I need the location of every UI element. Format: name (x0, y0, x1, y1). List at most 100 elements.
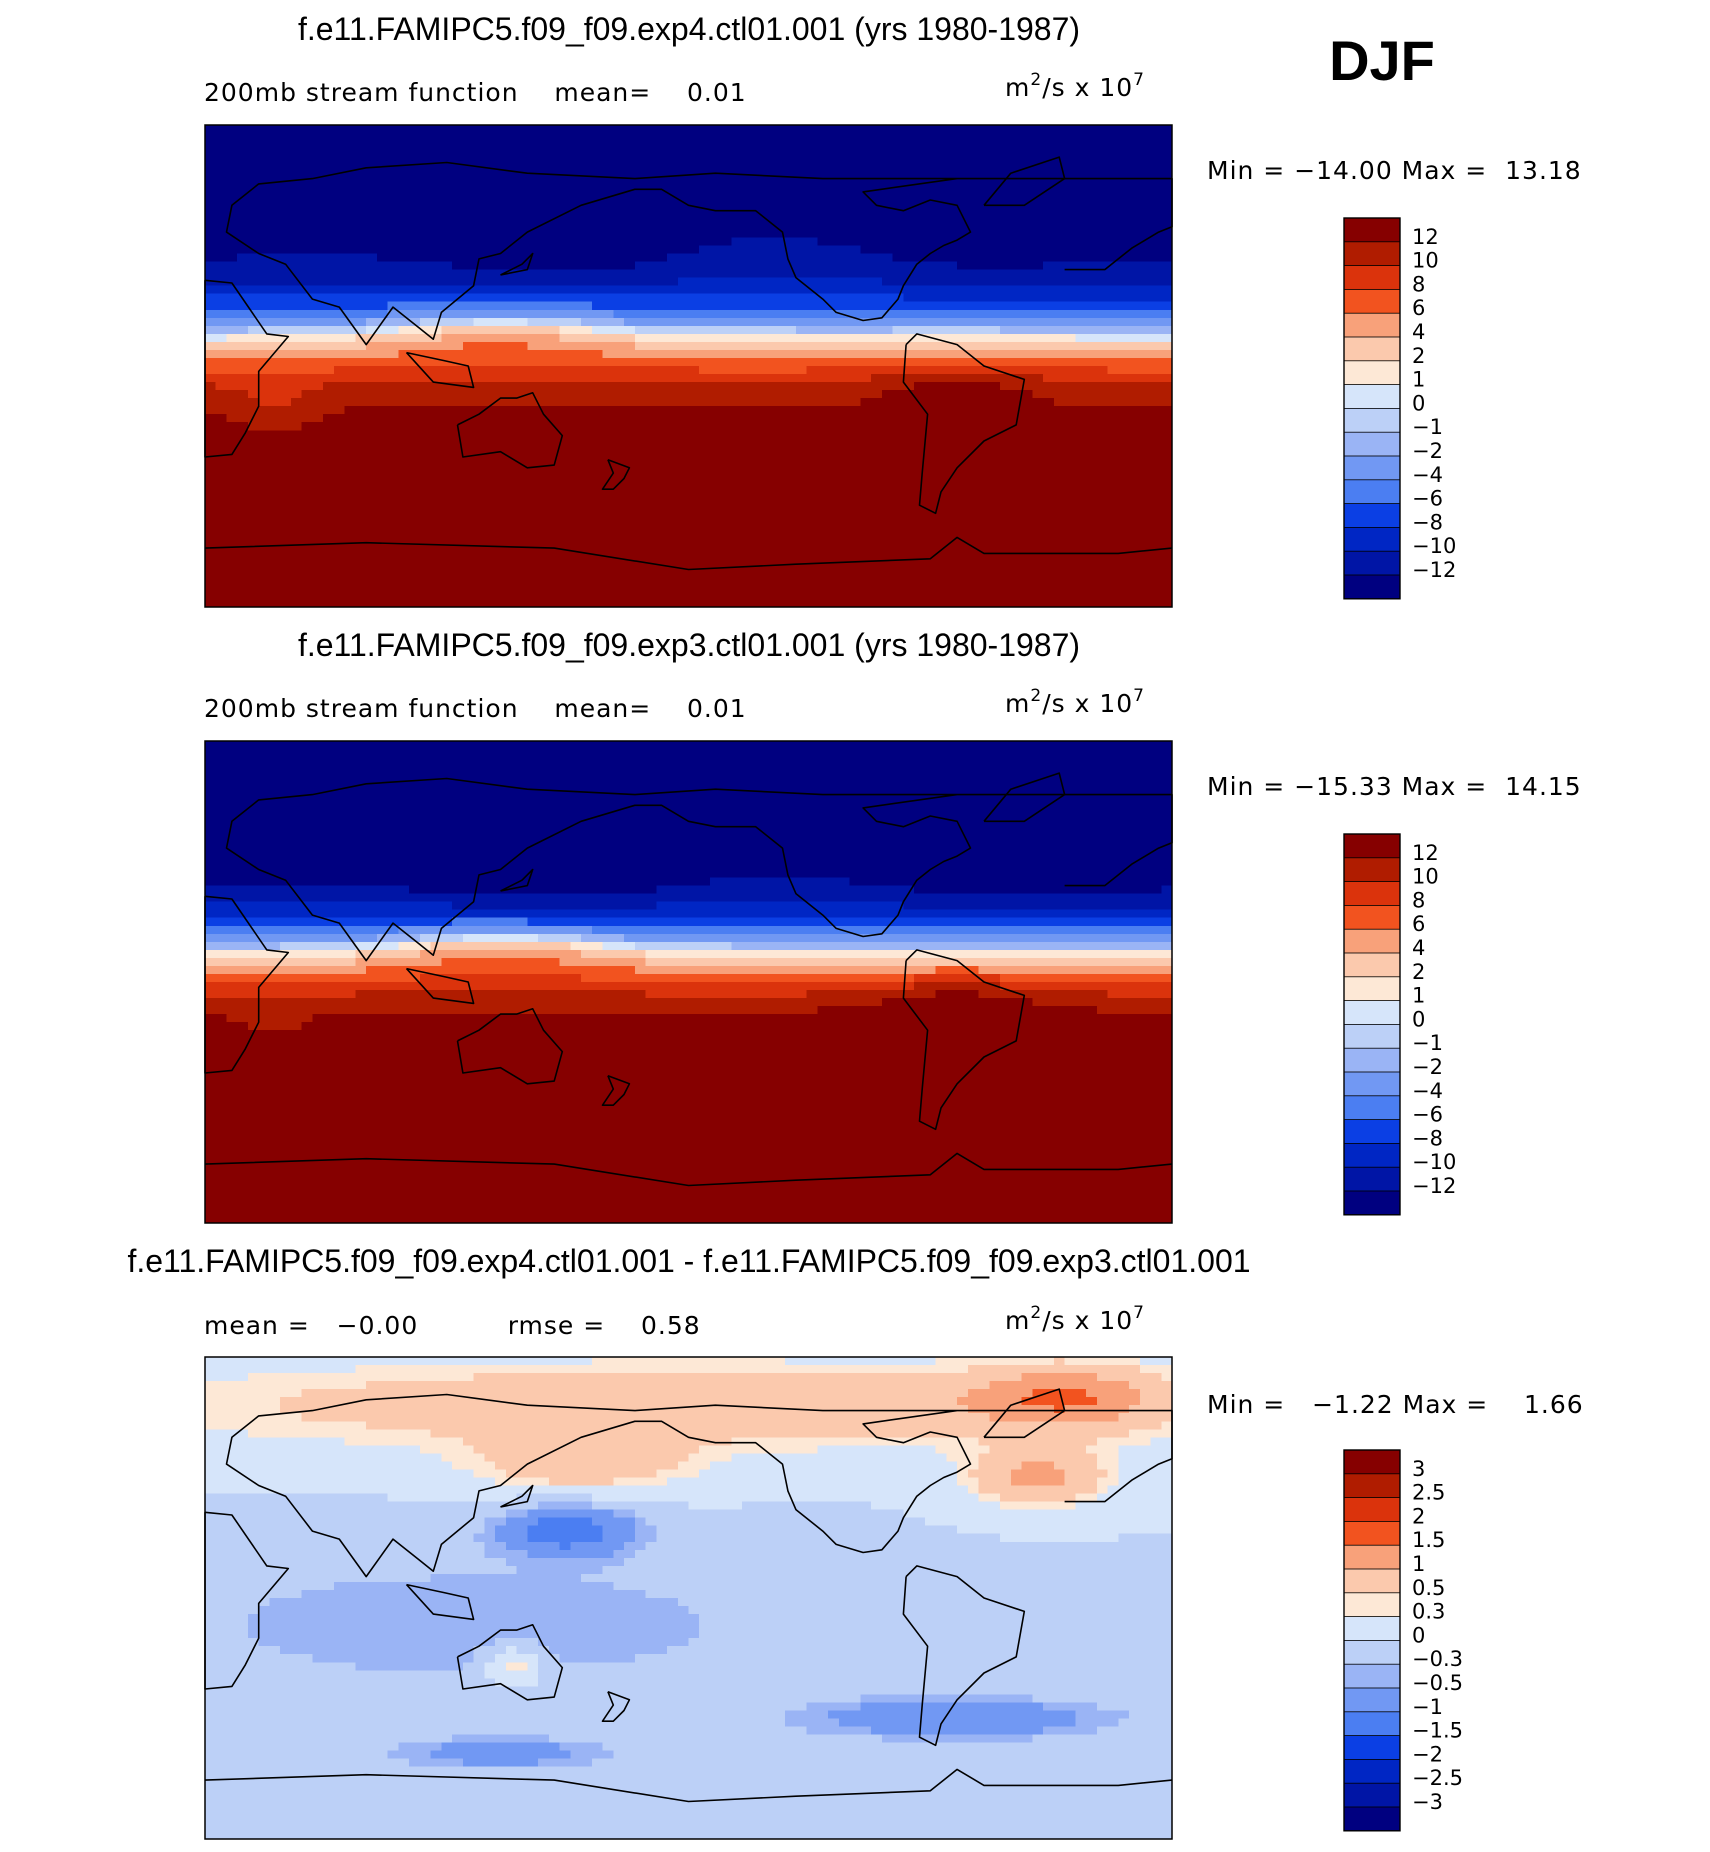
field-cell (613, 366, 625, 375)
field-cell (1150, 141, 1162, 150)
field-cell (516, 446, 528, 455)
field-cell (591, 478, 604, 488)
field-cell (1032, 510, 1044, 520)
field-cell (591, 542, 604, 552)
field-cell (1000, 125, 1012, 134)
field-cell (774, 197, 786, 206)
field-cell (752, 157, 765, 166)
field-cell (742, 534, 754, 544)
field-cell (387, 390, 399, 399)
field-cell (226, 494, 238, 504)
field-cell (957, 558, 969, 568)
field-cell (290, 382, 303, 391)
field-cell (484, 261, 496, 271)
field-cell (602, 205, 614, 214)
field-cell (495, 149, 507, 158)
field-cell (473, 125, 485, 134)
field-cell (752, 197, 765, 206)
field-cell (591, 325, 604, 335)
field-cell (871, 125, 883, 134)
field-cell (559, 173, 571, 182)
field-cell (667, 205, 679, 214)
field-cell (333, 550, 346, 560)
field-cell (366, 566, 378, 576)
field-cell (1107, 245, 1119, 255)
field-cell (548, 189, 561, 198)
field-cell (473, 301, 485, 311)
field-cell (688, 494, 700, 504)
field-cell (1086, 309, 1098, 319)
field-cell (817, 341, 829, 351)
field-cell (806, 261, 819, 271)
field-cell (1150, 534, 1162, 544)
field-cell (752, 502, 765, 512)
field-cell (709, 253, 722, 263)
field-cell (581, 173, 593, 182)
field-cell (709, 510, 722, 520)
field-cell (1086, 165, 1098, 174)
field-cell (1043, 229, 1055, 239)
field-cell (989, 213, 1001, 222)
field-cell (323, 486, 335, 496)
field-cell (441, 438, 453, 447)
field-cell (1000, 349, 1012, 359)
field-cell (516, 237, 528, 247)
field-cell (1118, 253, 1130, 263)
field-cell (323, 221, 335, 231)
field-cell (1086, 181, 1098, 190)
field-cell (699, 181, 711, 190)
field-cell (323, 253, 335, 263)
field-cell (312, 165, 324, 174)
field-cell (946, 446, 958, 455)
field-cell (419, 398, 432, 407)
field-cell (763, 478, 776, 488)
field-cell (419, 422, 432, 431)
field-cell (817, 550, 829, 560)
field-cell (387, 125, 399, 134)
field-cell (484, 333, 496, 343)
field-cell (946, 149, 958, 158)
field-cell (1075, 157, 1087, 166)
field-cell (624, 317, 636, 327)
field-cell (280, 181, 292, 190)
field-cell (1010, 550, 1023, 560)
field-cell (527, 277, 539, 287)
field-cell (495, 141, 507, 150)
field-cell (667, 357, 679, 367)
field-cell (269, 229, 281, 239)
field-cell (570, 125, 582, 134)
field-cell (484, 197, 496, 206)
field-cell (344, 157, 357, 166)
field-cell (473, 333, 485, 343)
field-cell (1021, 229, 1033, 239)
field-cell (624, 205, 636, 214)
field-cell (860, 366, 872, 375)
field-cell (677, 486, 690, 496)
field-cell (602, 125, 614, 134)
field-cell (806, 213, 819, 222)
field-cell (806, 133, 819, 142)
field-cell (1107, 430, 1119, 439)
field-cell (752, 374, 765, 383)
field-cell (484, 406, 496, 415)
field-cell (247, 454, 260, 463)
field-cell (957, 181, 969, 190)
field-cell (398, 333, 410, 343)
field-cell (1053, 518, 1066, 528)
field-cell (409, 366, 421, 375)
field-cell (817, 374, 829, 383)
field-cell (290, 245, 303, 255)
field-cell (312, 293, 324, 303)
field-cell (688, 446, 700, 455)
field-cell (1107, 357, 1119, 367)
field-cell (538, 253, 550, 263)
field-cell (419, 197, 432, 206)
field-cell (237, 269, 249, 279)
field-cell (774, 430, 786, 439)
field-cell (763, 189, 776, 198)
field-cell (1161, 149, 1173, 158)
field-cell (559, 141, 571, 150)
field-cell (409, 197, 421, 206)
field-cell (624, 309, 636, 319)
field-cell (495, 157, 507, 166)
